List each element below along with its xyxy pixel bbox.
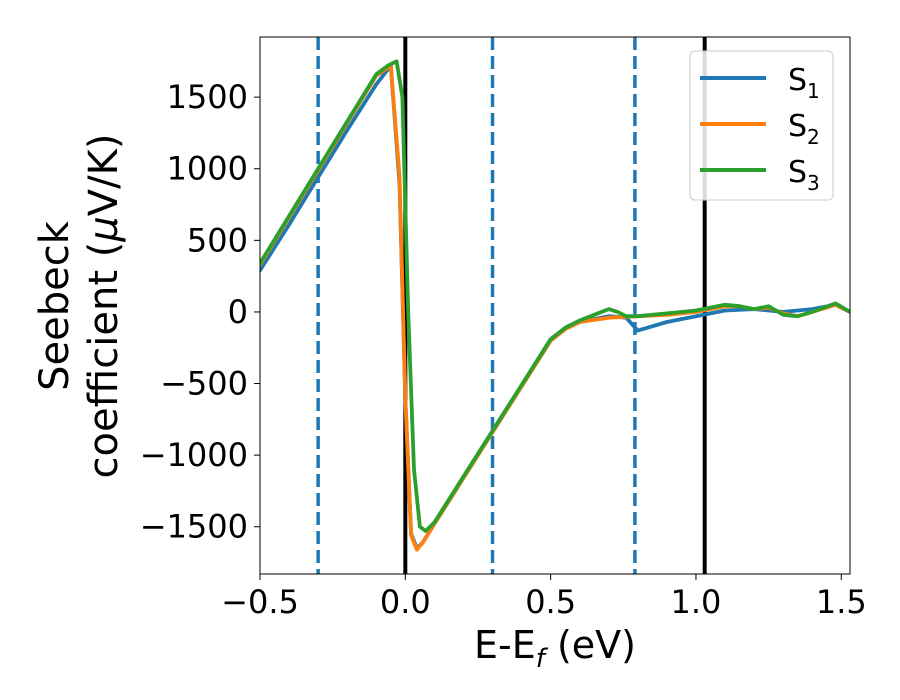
x-tick-label: −0.5 [221, 583, 299, 621]
x-tick-label: 0.0 [380, 583, 431, 621]
x-axis-label: E-Ef (eV) [474, 623, 636, 674]
x-tick-label: 0.5 [525, 583, 576, 621]
x-axis-ticks: −0.5 0.0 0.5 1.0 1.5 [221, 574, 867, 621]
legend-label-s1: S1 [788, 63, 820, 103]
legend-label-s3: S3 [788, 155, 820, 195]
y-axis-ticks: −1500 −1000 −500 0 500 1000 1500 [140, 78, 260, 546]
legend-label-s2: S2 [788, 109, 820, 149]
x-tick-label: 1.0 [671, 583, 722, 621]
series-lines [260, 59, 850, 552]
y-tick-label: −1500 [140, 508, 248, 546]
y-tick-label: 500 [187, 221, 248, 259]
y-axis-label-line2: coefficient (μV/K) [81, 134, 127, 479]
y-tick-label: −500 [160, 365, 248, 403]
y-tick-label: −1000 [140, 436, 248, 474]
plot-frame [259, 36, 851, 575]
y-axis-label-line1: Seebeck [32, 220, 78, 391]
y-tick-label: 0 [228, 293, 248, 331]
series-line-s3 [260, 59, 850, 533]
x-tick-label: 1.5 [816, 583, 867, 621]
y-tick-label: 1500 [167, 78, 248, 116]
legend: S1 S2 S3 [689, 50, 834, 201]
vertical-reference-lines [316, 37, 707, 574]
y-tick-label: 1000 [167, 150, 248, 188]
